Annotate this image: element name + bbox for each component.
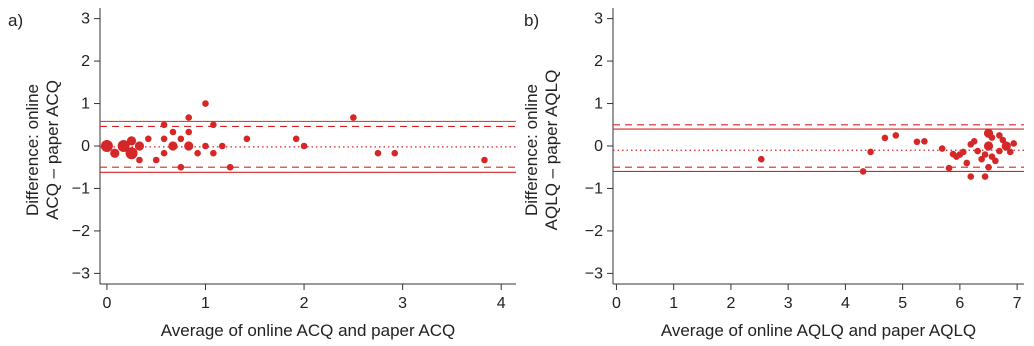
x-tick-label: 3 [784, 295, 793, 312]
y-tick-label: 0 [81, 138, 90, 155]
data-point [202, 142, 209, 150]
data-point [117, 140, 130, 152]
y-tick-label: −1 [72, 180, 90, 197]
x-axis-label: Average of online ACQ and paper ACQ [161, 321, 456, 340]
y-tick-label: −3 [585, 265, 603, 282]
x-tick-label: 4 [841, 295, 850, 312]
panel-b: 3 2 1 0 −1 −2 −3 0 1 2 3 4 5 6 7 Average of online AQLQ… [522, 8, 1024, 340]
data-point [967, 173, 975, 180]
data-point [981, 151, 989, 158]
y-tick-label: −2 [72, 223, 90, 240]
data-point [168, 141, 178, 151]
data-point [1001, 141, 1011, 151]
data-point [859, 168, 867, 175]
y-tick-label: 3 [81, 11, 90, 28]
data-point [210, 121, 217, 129]
data-point [892, 132, 900, 139]
data-point [202, 100, 209, 107]
data-point [996, 147, 1003, 155]
x-tick-label: 0 [102, 295, 111, 312]
data-point [100, 140, 113, 152]
y-tick-label: 0 [594, 138, 603, 155]
data-point [126, 136, 137, 146]
data-point [921, 138, 928, 145]
data-point [1006, 148, 1014, 156]
y-tick-label: −2 [585, 223, 603, 240]
data-point [136, 156, 143, 164]
data-point [960, 148, 967, 156]
data-point [145, 135, 152, 143]
data-point [185, 128, 193, 136]
y-axis-label: AQLQ – paper AQLQ [542, 70, 561, 231]
data-point [177, 163, 185, 171]
data-point [300, 142, 308, 150]
data-point [374, 149, 382, 157]
x-tick-label: 1 [669, 295, 678, 312]
data-point [110, 148, 120, 158]
x-axis-label: Average of online AQLQ and paper AQLQ [661, 321, 976, 340]
y-tick-label: 2 [81, 53, 90, 70]
x-tick-label: 2 [726, 295, 735, 312]
data-point [481, 156, 488, 164]
x-tick-label: 4 [497, 295, 506, 312]
x-tick-label: 6 [955, 295, 964, 312]
data-point [999, 136, 1007, 144]
x-tick-label: 5 [898, 295, 907, 312]
data-point [988, 134, 996, 141]
data-point [985, 163, 992, 171]
data-point [243, 135, 251, 143]
panel-label-b: b) [524, 11, 539, 30]
data-point [974, 147, 981, 155]
data-point [152, 156, 160, 164]
data-point [757, 155, 765, 163]
y-tick-label: 3 [594, 11, 603, 28]
data-point [134, 141, 145, 151]
x-tick-label: 2 [300, 295, 309, 312]
y-tick-label: −1 [585, 180, 603, 197]
data-point [970, 138, 978, 145]
data-point [1010, 140, 1017, 147]
x-tick-label: 3 [398, 295, 407, 312]
data-point [218, 142, 226, 150]
data-point [983, 141, 994, 151]
data-point [913, 138, 921, 146]
x-tick-label: 7 [1013, 295, 1022, 312]
data-point [978, 155, 985, 163]
data-point [292, 135, 300, 143]
data-point [881, 134, 889, 142]
data-point [160, 121, 168, 129]
x-tick-label: 0 [612, 295, 621, 312]
data-point [194, 149, 201, 157]
data-point [210, 149, 217, 157]
data-point [996, 132, 1003, 139]
data-point [945, 164, 953, 172]
data-point [160, 135, 168, 143]
data-point [867, 148, 874, 156]
data-point [125, 147, 138, 160]
data-point [938, 145, 946, 152]
data-point [169, 128, 177, 136]
data-point [160, 149, 168, 157]
x-tick-label: 1 [201, 295, 210, 312]
y-tick-label: 1 [594, 96, 603, 113]
data-point [185, 114, 193, 121]
y-tick-label: 2 [594, 53, 603, 70]
data-point [226, 163, 234, 171]
panel-label-a: a) [8, 11, 23, 30]
data-point [350, 114, 357, 121]
data-point [177, 135, 185, 143]
data-point [963, 159, 971, 167]
data-point [391, 149, 399, 157]
data-point [992, 157, 999, 165]
y-tick-label: 1 [81, 96, 90, 113]
data-point [184, 141, 194, 151]
panel-a: 3 2 1 0 −1 −2 −3 0 1 2 3 4 Average of online ACQ and… [8, 8, 516, 340]
y-axis-label: Difference: online [23, 84, 42, 216]
y-tick-label: −3 [72, 265, 90, 282]
data-point [981, 173, 989, 180]
y-axis-label: ACQ – paper ACQ [43, 80, 62, 220]
y-axis-label: Difference: online [522, 84, 541, 216]
